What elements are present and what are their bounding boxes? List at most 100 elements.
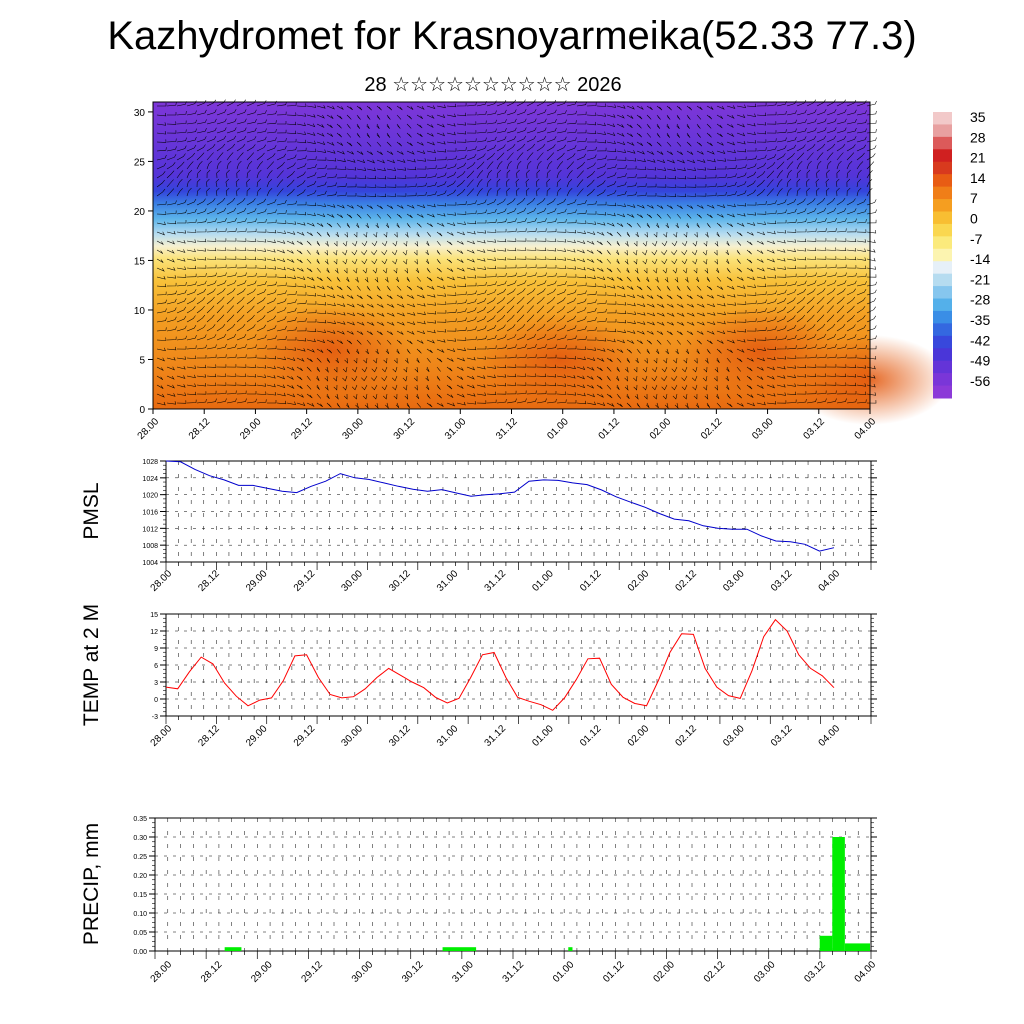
x-tick-label-section: 29.12 xyxy=(289,416,315,442)
colorbar-swatch xyxy=(933,174,952,188)
colorbar-swatch xyxy=(933,124,952,138)
page-title: Kazhydromet for Krasnoyarmeika(52.33 77.… xyxy=(107,14,917,58)
precip-y-tick-label: 0.30 xyxy=(133,835,147,842)
colorbar-label: -49 xyxy=(970,353,990,369)
colorbar-swatch xyxy=(933,161,952,175)
colorbar-swatch xyxy=(933,335,952,349)
y-tick-label: 10 xyxy=(134,306,146,317)
precip-y-tick-label: 0.05 xyxy=(133,930,147,937)
temp-x-tick-label: 03.12 xyxy=(769,723,795,749)
temp-x-tick-label: 30.12 xyxy=(387,723,413,749)
temp-x-tick-label: 02.12 xyxy=(674,723,700,749)
colorbar-label: 21 xyxy=(970,150,986,166)
pmsl-x-tick-label: 04.00 xyxy=(817,568,843,594)
temp-x-tick-label: 31.00 xyxy=(435,723,461,749)
pmsl-x-tick-label: 02.00 xyxy=(626,568,652,594)
pmsl-y-tick-label: 1016 xyxy=(142,510,158,517)
colorbar-swatch xyxy=(933,248,952,262)
colorbar-swatch xyxy=(933,199,952,212)
colorbar-swatch xyxy=(933,223,952,237)
colorbar-swatch xyxy=(933,261,952,275)
pmsl-line xyxy=(165,460,835,552)
temperature-panel: -3 0 3 6 9 12 15 TEMP at 2 M 28.00 28.12 29.00 29.1… xyxy=(80,604,877,749)
precip-x-tick-label: 31.12 xyxy=(501,959,527,985)
temp-x-tick-label: 29.00 xyxy=(244,723,270,749)
y-tick-label: 0 xyxy=(139,405,145,416)
pmsl-x-tick-label: 01.00 xyxy=(530,568,556,594)
pmsl-axis-label: PMSL xyxy=(80,482,103,539)
precip-x-tick-label: 29.12 xyxy=(300,959,326,985)
colorbar-label: 35 xyxy=(970,109,986,125)
y-tick-label: 25 xyxy=(134,157,146,168)
precip-bar xyxy=(832,837,845,951)
colorbar-swatch xyxy=(933,112,952,125)
pmsl-y-tick-label: 1024 xyxy=(142,476,158,483)
colorbar-swatch xyxy=(933,360,952,374)
temp-x-tick-label: 31.12 xyxy=(483,723,509,749)
precip-x-tick-label: 01.12 xyxy=(601,959,627,985)
wind-barbs xyxy=(156,99,877,409)
x-tick-label-section: 03.12 xyxy=(801,416,827,442)
colorbar-swatch xyxy=(933,236,952,250)
colorbar-swatch xyxy=(933,273,952,287)
x-tick-label-section: 02.00 xyxy=(648,416,674,442)
colorbar-swatch xyxy=(933,385,952,399)
colorbar-swatch xyxy=(933,323,952,337)
precip-x-tick-label: 02.12 xyxy=(702,959,728,985)
pmsl-x-tick-label: 29.00 xyxy=(244,568,270,594)
precip-panel: 0.00 0.05 0.10 0.15 0.20 0.25 0.30 0.35 PRECIP, … xyxy=(80,816,878,985)
temp-y-tick-label: 0 xyxy=(154,697,158,704)
temp-line xyxy=(165,618,835,711)
colorbar-swatch xyxy=(933,298,952,312)
precip-x-tick-label: 30.00 xyxy=(350,959,376,985)
colorbar-label: -7 xyxy=(970,231,983,247)
colorbar: 35 28 21 14 7 0 -7 -14 -21 -28 -35 -42 -49 -56 xyxy=(933,109,990,399)
colorbar-label: -14 xyxy=(970,251,990,267)
x-tick-label-section: 29.00 xyxy=(238,416,264,442)
colorbar-swatch xyxy=(933,186,952,200)
temp-x-tick-label: 01.00 xyxy=(530,723,556,749)
precip-bar xyxy=(568,947,573,951)
x-tick-label-section: 30.12 xyxy=(392,416,418,442)
pmsl-x-tick-label: 31.00 xyxy=(435,568,461,594)
precip-axis-label: PRECIP, mm xyxy=(80,823,103,945)
precip-x-tick-label: 31.00 xyxy=(450,959,476,985)
temp-x-tick-label: 30.00 xyxy=(340,723,366,749)
precip-y-tick-label: 0.25 xyxy=(133,854,147,861)
temp-x-tick-label: 01.12 xyxy=(578,723,604,749)
temp-x-tick-label: 28.12 xyxy=(196,723,222,749)
warm-area xyxy=(480,315,640,405)
pmsl-x-tick-label: 28.12 xyxy=(196,568,222,594)
colorbar-label: -35 xyxy=(970,312,990,328)
temp-y-tick-label: 12 xyxy=(150,629,158,636)
precip-y-tick-label: 0.15 xyxy=(133,892,147,899)
pmsl-x-tick-label: 30.00 xyxy=(340,568,366,594)
precip-x-tick-label: 03.00 xyxy=(752,959,778,985)
colorbar-swatch xyxy=(933,373,952,387)
temp-axis-label: TEMP at 2 M xyxy=(80,604,103,726)
precip-x-tick-label: 28.12 xyxy=(199,959,225,985)
temp-y-tick-label: 9 xyxy=(154,646,158,653)
pmsl-x-tick-label: 01.12 xyxy=(578,568,604,594)
x-tick-label-section: 01.00 xyxy=(545,416,571,442)
pmsl-x-tick-label: 02.12 xyxy=(674,568,700,594)
colorbar-label: -56 xyxy=(970,373,990,389)
x-tick-label-section: 02.12 xyxy=(699,416,725,442)
precip-x-tick-label: 04.00 xyxy=(853,959,879,985)
colorbar-swatch xyxy=(933,149,952,163)
temp-x-tick-label: 03.00 xyxy=(721,723,747,749)
cross-section-panel: 0 5 10 15 20 25 30 28.00 28.12 29.00 29.12 30.00 30.… xyxy=(134,99,950,442)
temp-y-tick-label: 15 xyxy=(150,612,158,619)
pmsl-x-tick-label: 31.12 xyxy=(483,568,509,594)
pmsl-panel: 1004 1008 1012 1016 1020 1024 1028 PMSL 28.00 28.… xyxy=(80,459,877,594)
precip-bar xyxy=(442,947,477,951)
pmsl-y-tick-label: 1020 xyxy=(142,493,158,500)
precip-x-tick-label: 03.12 xyxy=(802,959,828,985)
pmsl-x-tick-label: 28.00 xyxy=(149,568,175,594)
colorbar-swatch xyxy=(933,310,952,324)
temp-x-tick-label: 02.00 xyxy=(626,723,652,749)
colorbar-swatch xyxy=(933,136,952,150)
y-tick-label: 5 xyxy=(139,355,145,366)
pmsl-x-tick-label: 30.12 xyxy=(387,568,413,594)
precip-y-tick-label: 0.20 xyxy=(133,873,147,880)
